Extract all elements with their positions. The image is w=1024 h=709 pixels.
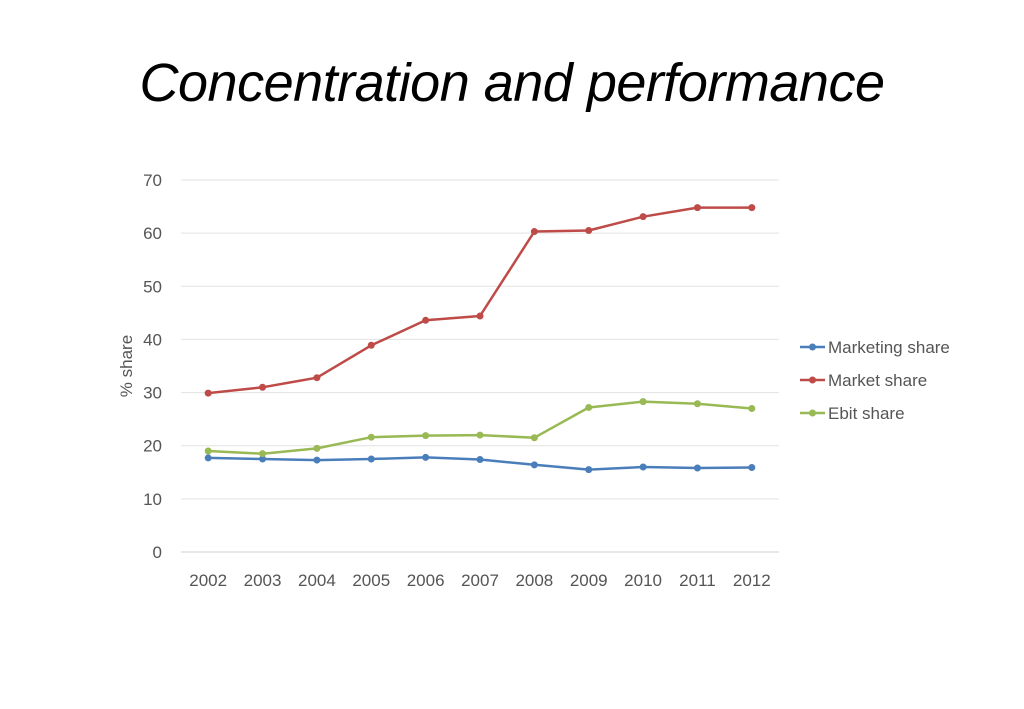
y-tick-label: 60 [143,224,162,243]
data-point [693,400,701,408]
data-point [639,398,647,406]
y-tick-label: 70 [143,171,162,190]
data-point [693,464,701,472]
data-point [204,447,212,455]
data-point [476,431,484,439]
data-point [585,403,593,411]
legend-marker [809,343,816,351]
legend: Marketing share Market share Ebit share [800,338,950,423]
data-point [259,450,267,458]
data-point [204,454,212,462]
x-axis-ticks: 2002 2003 2004 2005 2006 2007 2008 2009 2010 2011… [189,571,770,590]
x-tick-label: 2006 [407,571,445,590]
legend-label: Marketing share [828,338,950,357]
data-point [639,463,647,471]
y-tick-label: 0 [153,543,162,562]
series [204,204,756,474]
legend-item: Ebit share [800,404,905,423]
legend-label: Market share [828,371,927,390]
x-tick-label: 2011 [679,571,716,590]
data-point [259,383,267,391]
data-point [313,374,321,382]
y-axis-title: % share [117,335,136,397]
data-point [693,204,701,212]
gridlines [181,179,779,553]
data-point [585,466,593,474]
data-point [476,312,484,320]
x-tick-label: 2007 [461,571,499,590]
data-point [422,453,430,461]
y-tick-label: 30 [143,384,162,403]
y-axis-ticks: 0 10 20 30 40 50 60 70 [143,171,162,562]
data-point [530,434,538,442]
legend-marker [809,376,816,384]
data-point [313,444,321,452]
data-point [748,405,756,413]
legend-label: Ebit share [828,404,905,423]
data-point [748,464,756,472]
data-point [367,433,375,441]
y-tick-label: 40 [143,330,162,349]
y-tick-label: 10 [143,490,162,509]
data-point [748,204,756,212]
x-tick-label: 2002 [189,571,227,590]
x-tick-label: 2009 [570,571,608,590]
data-point [585,226,593,234]
series-group [204,204,756,397]
data-point [476,456,484,464]
data-point [422,316,430,324]
series-group [204,453,756,474]
data-point [367,455,375,463]
y-tick-label: 50 [143,277,162,296]
legend-item: Market share [800,371,927,390]
legend-marker [809,409,816,417]
x-tick-label: 2010 [624,571,662,590]
data-point [204,389,212,397]
slide-title: Concentration and performance [139,53,885,113]
data-point [530,228,538,236]
x-tick-label: 2003 [244,571,282,590]
y-tick-label: 20 [143,437,162,456]
x-tick-label: 2005 [352,571,390,590]
x-tick-label: 2008 [515,571,553,590]
data-point [422,432,430,440]
x-tick-label: 2004 [298,571,336,590]
data-point [313,456,321,464]
data-point [639,213,647,221]
data-point [530,461,538,469]
x-tick-label: 2012 [733,571,771,590]
legend-item: Marketing share [800,338,950,357]
series-line [206,206,754,395]
series-group [204,398,756,458]
data-point [367,341,375,349]
data-point [259,455,267,463]
